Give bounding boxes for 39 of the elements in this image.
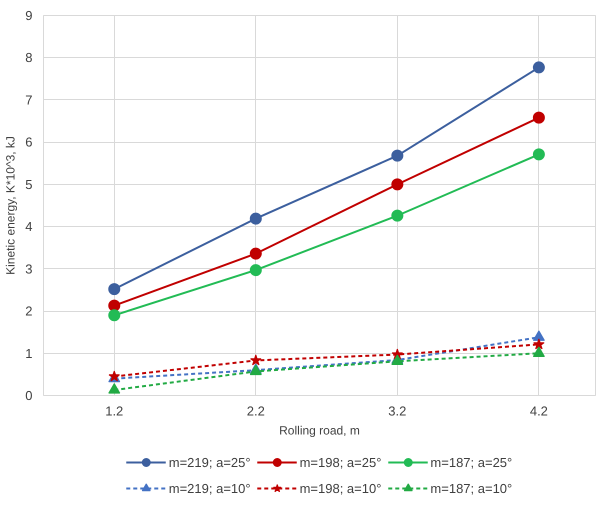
y-tick-label: 2 xyxy=(25,304,33,319)
y-tick-label: 6 xyxy=(25,134,33,150)
point xyxy=(250,212,262,225)
x-tick-label: 4.2 xyxy=(530,404,548,418)
point xyxy=(532,61,545,74)
point xyxy=(108,383,120,394)
y-tick-label: 1 xyxy=(25,346,33,361)
y-tick-label: 0 xyxy=(25,388,33,403)
y-tick-label: 4 xyxy=(25,219,33,234)
x-axis-title: Rolling road, m xyxy=(279,424,360,438)
y-tick-label: 5 xyxy=(25,176,33,192)
point xyxy=(391,178,404,190)
point xyxy=(108,309,120,322)
legend-label: m=219; a=25° xyxy=(168,454,251,470)
point xyxy=(532,330,545,341)
legend-label: m=198; a=10° xyxy=(300,480,382,496)
y-tick-label: 7 xyxy=(25,92,33,108)
legend-label: m=219; a=10° xyxy=(168,480,251,496)
point xyxy=(250,354,262,366)
point xyxy=(250,248,262,260)
point xyxy=(108,300,120,312)
point xyxy=(532,148,545,160)
y-axis-title: Kinetic energy, K*10^3, kJ xyxy=(3,136,18,275)
point xyxy=(391,210,404,222)
x-tick-label: 1.2 xyxy=(105,404,124,418)
y-tick-label: 8 xyxy=(25,50,33,66)
y-tick-label: 3 xyxy=(25,261,33,276)
point xyxy=(532,112,545,124)
x-tick-label: 2.2 xyxy=(246,404,265,418)
point xyxy=(533,338,545,350)
point xyxy=(108,283,120,296)
legend-label: m=187; a=25° xyxy=(430,454,512,470)
y-tick-label: 9 xyxy=(25,8,33,23)
legend-label: m=198; a=25° xyxy=(300,454,382,470)
legend-label: m=187; a=10° xyxy=(430,480,512,496)
point xyxy=(391,150,404,162)
x-tick-label: 3.2 xyxy=(388,404,406,418)
point xyxy=(250,264,262,276)
point xyxy=(532,346,545,357)
